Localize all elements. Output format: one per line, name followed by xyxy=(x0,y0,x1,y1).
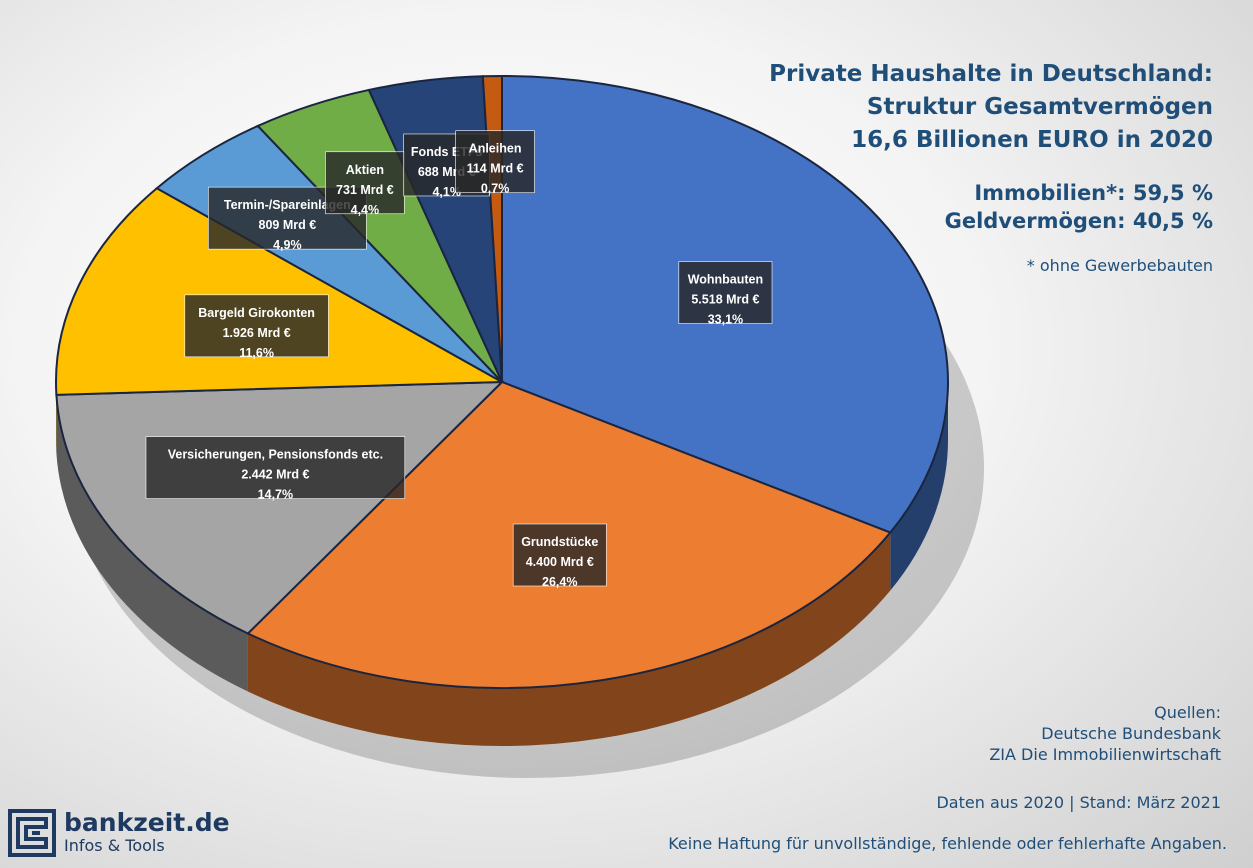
data-label-box xyxy=(512,523,607,587)
slice-percent: 4,1% xyxy=(432,185,461,199)
data-label-versicherungen-pensionsfonds-etc-: Versicherungen, Pensionsfonds etc. 2.442 … xyxy=(145,436,406,502)
data-label-anleihen: Anleihen 114 Mrd € 0,7% xyxy=(455,130,535,196)
slice-value: 731 Mrd € xyxy=(336,183,394,197)
footnote: * ohne Gewerbebauten xyxy=(1026,256,1213,275)
slice-percent: 4,9% xyxy=(273,238,302,252)
slice-percent: 11,6% xyxy=(239,346,274,360)
data-label-grundst-cke: Grundstücke 4.400 Mrd € 26,4% xyxy=(512,523,607,589)
slice-name: Aktien xyxy=(346,163,384,177)
data-label-bargeld-girokonten: Bargeld Girokonten 1.926 Mrd € 11,6% xyxy=(184,294,329,360)
slice-value: 114 Mrd € xyxy=(467,162,524,176)
slice-name: Versicherungen, Pensionsfonds etc. xyxy=(168,448,383,462)
slice-percent: 4,4% xyxy=(351,203,380,217)
logo: bankzeit.de Infos & Tools xyxy=(8,806,240,860)
data-label-box xyxy=(678,261,773,324)
slice-percent: 14,7% xyxy=(258,488,293,502)
pie-labels: Wohnbauten 5.518 Mrd € 33,1% Grundstücke 4.4… xyxy=(145,130,773,589)
title-block: Private Haushalte in Deutschland: Strukt… xyxy=(769,58,1213,282)
sources-heading: Quellen: xyxy=(1154,703,1221,722)
data-label-box xyxy=(325,151,405,215)
date-line: Daten aus 2020 | Stand: März 2021 xyxy=(936,793,1221,812)
slice-percent: 26,4% xyxy=(542,575,577,589)
pie-side-grundst-cke xyxy=(247,532,891,746)
slice-name: Anleihen xyxy=(469,142,522,156)
slice-percent: 33,1% xyxy=(708,313,743,327)
slice-value: 2.442 Mrd € xyxy=(241,468,309,482)
pie-side-versicherungen-pensionsfonds-etc- xyxy=(56,394,248,692)
chart-title-line3: 16,6 Billionen EURO in 2020 xyxy=(851,127,1213,153)
geldvermoegen-share: Geldvermögen: 40,5 % xyxy=(944,209,1213,233)
slice-name: Wohnbauten xyxy=(688,273,763,287)
slice-name: Grundstücke xyxy=(521,535,598,549)
slice-value: 4.400 Mrd € xyxy=(526,555,594,569)
data-label-wohnbauten: Wohnbauten 5.518 Mrd € 33,1% xyxy=(678,261,773,327)
data-label-box xyxy=(455,130,535,194)
logo-tagline: Infos & Tools xyxy=(64,836,165,855)
source-bundesbank: Deutsche Bundesbank xyxy=(1041,724,1221,743)
sources: Quellen: Deutsche Bundesbank ZIA Die Imm… xyxy=(989,702,1221,765)
slice-value: 809 Mrd € xyxy=(259,218,317,232)
slice-value: 5.518 Mrd € xyxy=(691,293,759,307)
bankzeit-logo-icon xyxy=(8,809,56,857)
data-label-aktien: Aktien 731 Mrd € 4,4% xyxy=(325,151,405,217)
slice-value: 1.926 Mrd € xyxy=(223,326,291,340)
data-label-termin-spareinlagen: Termin-/Spareinlagen 809 Mrd € 4,9% xyxy=(208,186,367,252)
disclaimer: Keine Haftung für unvollständige, fehlen… xyxy=(668,834,1227,853)
chart-title-line2: Struktur Gesamtvermögen xyxy=(866,94,1213,120)
pie-side-wohnbauten xyxy=(890,382,948,591)
slice-name: Termin-/Spareinlagen xyxy=(224,198,351,212)
chart-title-line1: Private Haushalte in Deutschland: xyxy=(769,61,1213,87)
immobilien-share: Immobilien*: 59,5 % xyxy=(974,181,1213,205)
slice-name: Bargeld Girokonten xyxy=(198,306,315,320)
slice-percent: 0,7% xyxy=(481,182,510,196)
data-label-box xyxy=(145,436,406,499)
pie-slice-bargeld-girokonten xyxy=(55,186,506,396)
source-zia: ZIA Die Immobilienwirtschaft xyxy=(989,745,1221,764)
logo-name: bankzeit.de xyxy=(64,808,230,837)
data-label-box xyxy=(184,294,329,358)
